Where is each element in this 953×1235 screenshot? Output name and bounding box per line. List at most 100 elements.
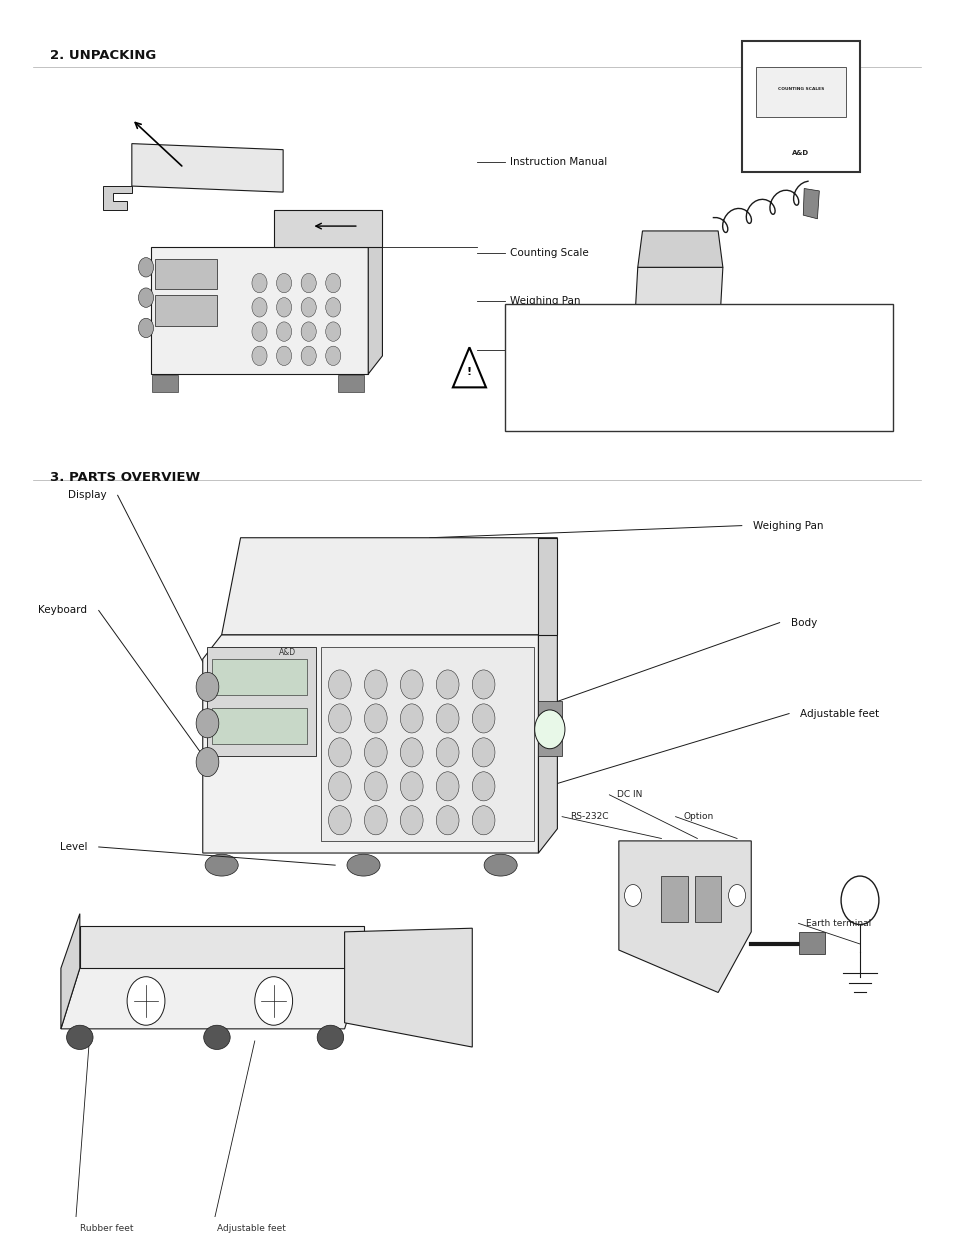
Bar	[505, 304, 892, 431]
Text: Option: Option	[682, 813, 713, 821]
Circle shape	[400, 772, 422, 800]
Circle shape	[276, 273, 292, 293]
Ellipse shape	[204, 1025, 230, 1050]
Circle shape	[436, 737, 458, 767]
Circle shape	[436, 669, 458, 699]
Circle shape	[328, 669, 351, 699]
Bar	[660, 876, 687, 923]
Text: Adjustable feet: Adjustable feet	[800, 709, 879, 719]
Bar	[650, 350, 665, 377]
Polygon shape	[103, 186, 132, 210]
Circle shape	[301, 273, 315, 293]
Circle shape	[301, 298, 315, 317]
Circle shape	[325, 322, 340, 341]
Circle shape	[364, 805, 387, 835]
Polygon shape	[638, 231, 722, 267]
Text: A&D: A&D	[279, 648, 296, 657]
Circle shape	[252, 346, 267, 366]
Text: DC IN: DC IN	[617, 790, 641, 799]
Circle shape	[328, 737, 351, 767]
Polygon shape	[537, 537, 557, 635]
Circle shape	[252, 273, 267, 293]
Ellipse shape	[316, 1025, 343, 1050]
Text: AC Adapter (option): AC Adapter (option)	[510, 345, 613, 354]
Circle shape	[364, 737, 387, 767]
Text: Level: Level	[60, 842, 88, 852]
Bar	[155, 295, 216, 326]
Circle shape	[328, 704, 351, 734]
Circle shape	[196, 672, 218, 701]
Text: !: !	[466, 367, 472, 377]
Text: Counting Scale: Counting Scale	[510, 248, 588, 258]
Text: Display: Display	[68, 490, 106, 500]
Circle shape	[400, 704, 422, 734]
Circle shape	[534, 710, 564, 748]
FancyBboxPatch shape	[741, 41, 859, 172]
Circle shape	[436, 805, 458, 835]
Text: Weighing Pan: Weighing Pan	[510, 296, 580, 306]
Circle shape	[328, 772, 351, 800]
Circle shape	[325, 298, 340, 317]
Circle shape	[196, 709, 218, 737]
Bar	[155, 259, 216, 289]
Ellipse shape	[347, 855, 379, 876]
Text: Earth terminal: Earth terminal	[805, 919, 870, 927]
Circle shape	[138, 319, 153, 337]
Circle shape	[400, 737, 422, 767]
Bar	[207, 647, 315, 756]
Polygon shape	[344, 929, 472, 1047]
Circle shape	[252, 322, 267, 341]
Circle shape	[364, 772, 387, 800]
Text: 3. PARTS OVERVIEW: 3. PARTS OVERVIEW	[50, 471, 199, 484]
Circle shape	[400, 669, 422, 699]
Ellipse shape	[67, 1025, 93, 1050]
Polygon shape	[274, 210, 382, 247]
Text: Body: Body	[790, 618, 817, 627]
Circle shape	[472, 737, 495, 767]
Circle shape	[841, 876, 878, 925]
Ellipse shape	[483, 855, 517, 876]
Bar	[212, 659, 307, 695]
Bar	[337, 375, 364, 393]
Text: COUNTING SCALES: COUNTING SCALES	[777, 86, 823, 91]
Text: 2. UNPACKING: 2. UNPACKING	[50, 48, 155, 62]
Polygon shape	[633, 267, 722, 352]
Circle shape	[624, 884, 640, 906]
Circle shape	[196, 747, 218, 777]
Polygon shape	[221, 537, 557, 635]
Circle shape	[364, 704, 387, 734]
Text: Adjustable feet: Adjustable feet	[216, 1224, 286, 1234]
Circle shape	[301, 346, 315, 366]
Bar	[798, 932, 824, 953]
Circle shape	[400, 805, 422, 835]
Polygon shape	[203, 635, 537, 853]
Bar	[694, 876, 720, 923]
Text: Instruction Manual: Instruction Manual	[510, 157, 607, 167]
Ellipse shape	[205, 855, 238, 876]
Text: Rubber feet: Rubber feet	[80, 1224, 133, 1234]
Circle shape	[472, 805, 495, 835]
Circle shape	[472, 704, 495, 734]
Bar	[684, 350, 700, 377]
Polygon shape	[802, 189, 819, 219]
Polygon shape	[61, 968, 363, 1029]
Bar	[152, 375, 178, 393]
Circle shape	[436, 772, 458, 800]
Text: Keyboard: Keyboard	[38, 605, 88, 615]
Polygon shape	[453, 347, 485, 388]
Circle shape	[364, 669, 387, 699]
Bar	[212, 708, 307, 743]
Text: Weighing Pan: Weighing Pan	[752, 521, 822, 531]
Text: RS-232C: RS-232C	[569, 813, 608, 821]
Polygon shape	[368, 247, 382, 374]
Circle shape	[436, 704, 458, 734]
Polygon shape	[151, 247, 368, 374]
Text: A&D: A&D	[792, 151, 808, 156]
Circle shape	[472, 669, 495, 699]
Bar	[537, 701, 561, 756]
Circle shape	[276, 346, 292, 366]
Circle shape	[472, 772, 495, 800]
Polygon shape	[80, 926, 363, 968]
Circle shape	[252, 298, 267, 317]
Polygon shape	[618, 841, 750, 993]
